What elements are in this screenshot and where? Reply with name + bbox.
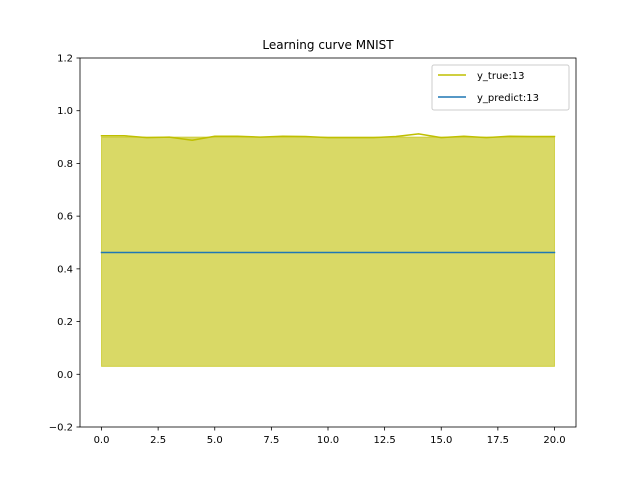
x-tick-label: 2.5 [150,435,166,446]
plot-area [100,133,556,367]
x-tick-label: 17.5 [487,435,509,446]
fill-layer [101,136,555,367]
legend: y_true:13 y_predict:13 [431,64,570,111]
x-tick-label: 7.5 [263,435,279,446]
x-tick-label: 5.0 [207,435,223,446]
y-axis: −0.2 0.0 0.2 0.4 0.6 0.8 1.0 1.2 [49,54,80,434]
y-tick-label: −0.2 [49,423,73,434]
y-tick-label: 0.8 [57,159,73,170]
legend-box [431,64,570,111]
y-tick-label: 0.0 [57,370,73,381]
legend-label: y_predict:13 [477,93,539,104]
y-tick-label: 0.4 [57,264,73,275]
lines-layer [100,133,556,254]
x-tick-label: 20.0 [543,435,565,446]
x-tick-label: 15.0 [430,435,452,446]
x-tick-label: 0.0 [94,435,110,446]
y-tick-label: 0.6 [57,212,73,223]
series-line-1 [100,133,556,141]
y-tick-label: 1.2 [57,54,73,65]
x-tick-label: 12.5 [373,435,395,446]
x-axis: 0.0 2.5 5.0 7.5 10.0 12.5 15.0 17.5 20.0 [94,427,566,446]
fill-band [101,136,555,367]
x-tick-label: 10.0 [317,435,339,446]
y-tick-label: 1.0 [57,106,73,117]
chart-title: Learning curve MNIST [262,38,394,52]
y-tick-label: 0.2 [57,317,73,328]
legend-label: y_true:13 [477,71,525,82]
